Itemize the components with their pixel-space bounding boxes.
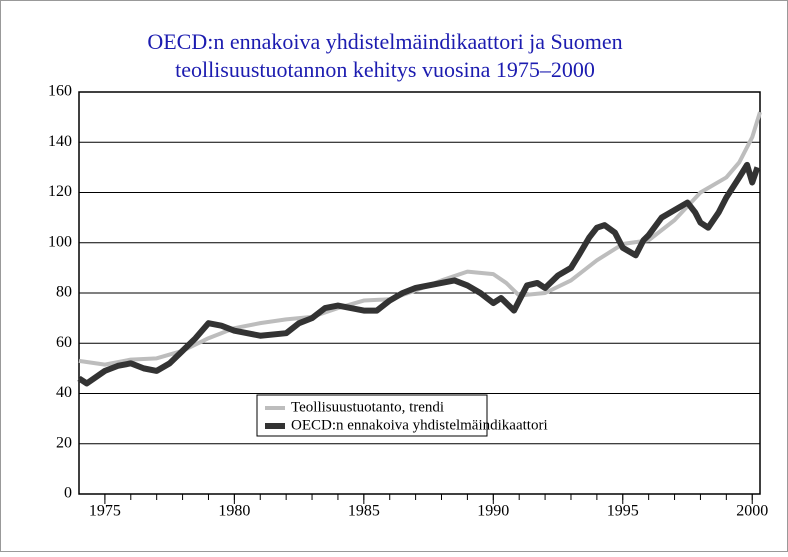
y-tick-label: 0	[64, 485, 72, 502]
legend-label: OECD:n ennakoiva yhdistelmäindikaattori	[291, 417, 548, 433]
y-tick-label: 100	[48, 233, 72, 250]
x-tick-label: 1980	[218, 503, 250, 520]
plot-area	[78, 91, 761, 495]
series-line	[78, 111, 762, 367]
y-tick-label: 160	[48, 83, 72, 100]
x-tick-label: 2000	[736, 503, 768, 520]
legend-label: Teollisuustuotanto, trendi	[291, 399, 444, 415]
x-tick-label: 1995	[607, 503, 639, 520]
y-tick-label: 60	[56, 334, 72, 351]
y-tick-label: 40	[56, 384, 72, 401]
x-tick-label: 1990	[477, 503, 509, 520]
chart-title: OECD:n ennakoiva yhdistelmäindikaattori …	[147, 29, 622, 54]
legend	[256, 394, 488, 437]
x-tick-label: 1985	[348, 503, 380, 520]
y-tick-label: 120	[48, 183, 72, 200]
series-line	[77, 161, 761, 387]
y-tick-label: 20	[56, 434, 72, 451]
y-tick-label: 140	[48, 133, 72, 150]
y-tick-label: 80	[56, 284, 72, 301]
chart-title: teollisuustuotannon kehitys vuosina 1975…	[175, 57, 595, 82]
x-tick-label: 1975	[89, 503, 121, 520]
